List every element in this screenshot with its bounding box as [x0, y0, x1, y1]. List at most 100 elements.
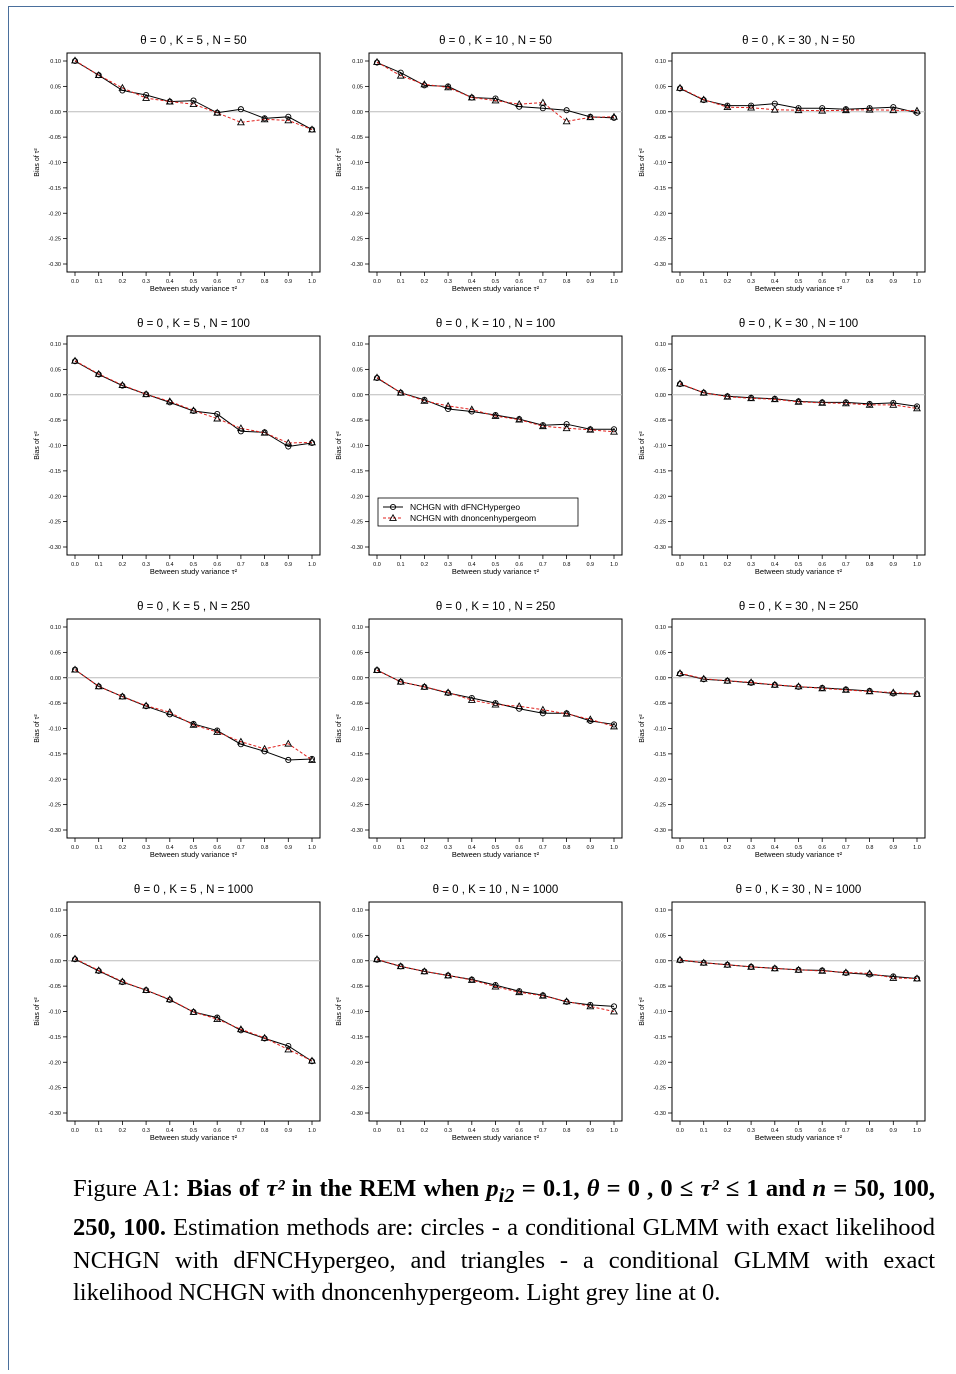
y-tick-label: 0.05 [352, 367, 363, 373]
y-tick-label: -0.10 [48, 727, 61, 733]
series-line-triangles [376, 61, 615, 122]
triangle-point [71, 56, 79, 64]
triangle-point [420, 396, 429, 404]
y-tick-label: -0.10 [653, 161, 666, 167]
caption-label: Figure A1: [73, 1175, 180, 1202]
x-tick-label: 0.2 [421, 279, 429, 285]
page-frame [8, 6, 954, 1370]
triangle-point [818, 398, 827, 406]
y-tick-label: -0.05 [653, 135, 666, 141]
y-tick-label: -0.30 [653, 262, 666, 268]
triangle-point [284, 438, 293, 446]
y-tick-label: 0.00 [50, 393, 61, 399]
x-tick-label: 0.0 [373, 562, 381, 568]
triangle-point [889, 400, 898, 408]
x-tick-label: 0.0 [71, 562, 79, 568]
triangle-point [396, 677, 405, 685]
x-tick-label: 0.8 [563, 279, 571, 285]
y-tick-label: -0.15 [48, 1035, 61, 1041]
y-tick-label: -0.25 [350, 1086, 363, 1092]
chart-title: θ = 0 , K = 10 , N = 1000 [433, 884, 559, 896]
x-tick-label: 0.8 [866, 562, 874, 568]
circle-point [492, 982, 499, 989]
circle-point [214, 727, 221, 734]
y-tick-label: -0.25 [653, 803, 666, 809]
y-tick-label: -0.20 [350, 1060, 363, 1066]
triangle-point [467, 405, 476, 413]
triangle-point [467, 695, 476, 703]
y-axis-label: Bias of τ² [639, 714, 646, 743]
triangle-point [444, 83, 453, 91]
triangle-point [562, 424, 571, 432]
x-tick-label: 0.3 [747, 1128, 755, 1134]
triangle-point [770, 964, 779, 972]
chart-title: θ = 0 , K = 5 , N = 50 [140, 35, 246, 47]
x-tick-label: 0.1 [700, 845, 708, 851]
y-tick-label: 0.05 [655, 84, 666, 90]
triangle-point [747, 678, 756, 686]
y-tick-label: -0.30 [48, 262, 61, 268]
triangle-point [260, 428, 269, 436]
figure-caption: Figure A1: Bias of τ² in the REM when pi… [73, 1173, 935, 1310]
y-tick-label: 0.00 [50, 959, 61, 965]
circle-point [492, 95, 499, 102]
x-tick-label: 0.6 [213, 1128, 221, 1134]
triangle-point [699, 958, 708, 966]
series-line-triangles [679, 959, 918, 980]
x-tick-label: 0.1 [397, 562, 405, 568]
triangle-point [165, 97, 174, 105]
triangle-point [699, 95, 708, 103]
circle-point [285, 443, 292, 450]
x-tick-label: 0.8 [261, 845, 269, 851]
triangle-point [373, 666, 381, 673]
x-axis-label: Between study variance τ² [452, 567, 540, 576]
circle-point [237, 106, 244, 113]
x-tick-label: 0.9 [889, 1128, 897, 1134]
x-axis-label: Between study variance τ² [452, 850, 540, 859]
x-tick-label: 0.1 [700, 1128, 708, 1134]
chart-panel-1: θ = 0 , K = 5 , N = 50 0.10 0.05 0.00 -0.05 -… [34, 35, 321, 293]
circle-point [492, 700, 499, 707]
triangle-point [94, 966, 103, 974]
x-tick-label: 0.4 [468, 845, 476, 851]
y-tick-label: -0.20 [48, 494, 61, 500]
x-tick-label: 0.7 [842, 1128, 850, 1134]
x-tick-label: 0.9 [284, 1128, 292, 1134]
y-tick-label: 0.05 [655, 367, 666, 373]
x-axis-label: Between study variance τ² [755, 284, 843, 293]
chart-panel-9: θ = 0 , K = 30 , N = 250 0.10 0.05 0.00 -0.0… [639, 601, 926, 859]
circle-point [724, 102, 731, 109]
triangle-point [236, 118, 245, 126]
legend-triangle-icon [389, 513, 397, 521]
x-tick-label: 0.2 [724, 845, 732, 851]
triangle-point [308, 438, 316, 446]
y-tick-label: 0.10 [50, 59, 61, 65]
y-tick-label: 0.05 [655, 650, 666, 656]
x-tick-label: 0.0 [71, 1128, 79, 1134]
x-tick-label: 0.1 [95, 562, 103, 568]
y-tick-label: -0.15 [653, 752, 666, 758]
x-tick-label: 0.3 [444, 845, 452, 851]
triangle-point [676, 669, 684, 677]
x-tick-label: 0.7 [237, 562, 245, 568]
triangle-point [71, 665, 79, 673]
triangle-point [213, 727, 222, 735]
circle-point [866, 105, 873, 112]
triangle-point [538, 705, 547, 713]
chart-title: θ = 0 , K = 10 , N = 100 [436, 318, 555, 330]
circle-point [285, 756, 292, 764]
y-tick-label: -0.10 [350, 1010, 363, 1016]
x-tick-label: 0.9 [586, 279, 594, 285]
x-tick-label: 0.5 [795, 845, 803, 851]
x-axis-label: Between study variance τ² [755, 567, 843, 576]
triangle-point [213, 1015, 222, 1022]
triangle-point [723, 103, 732, 111]
y-tick-label: -0.05 [48, 418, 61, 424]
triangle-point [444, 688, 453, 696]
triangle-point [284, 116, 293, 124]
legend-entry-2: NCHGN with dnoncenhypergeom [410, 513, 536, 523]
x-tick-label: 0.6 [515, 845, 523, 851]
x-tick-label: 0.6 [818, 562, 826, 568]
triangle-point [586, 425, 595, 433]
legend-entry-1: NCHGN with dFNCHypergeo [410, 502, 520, 512]
